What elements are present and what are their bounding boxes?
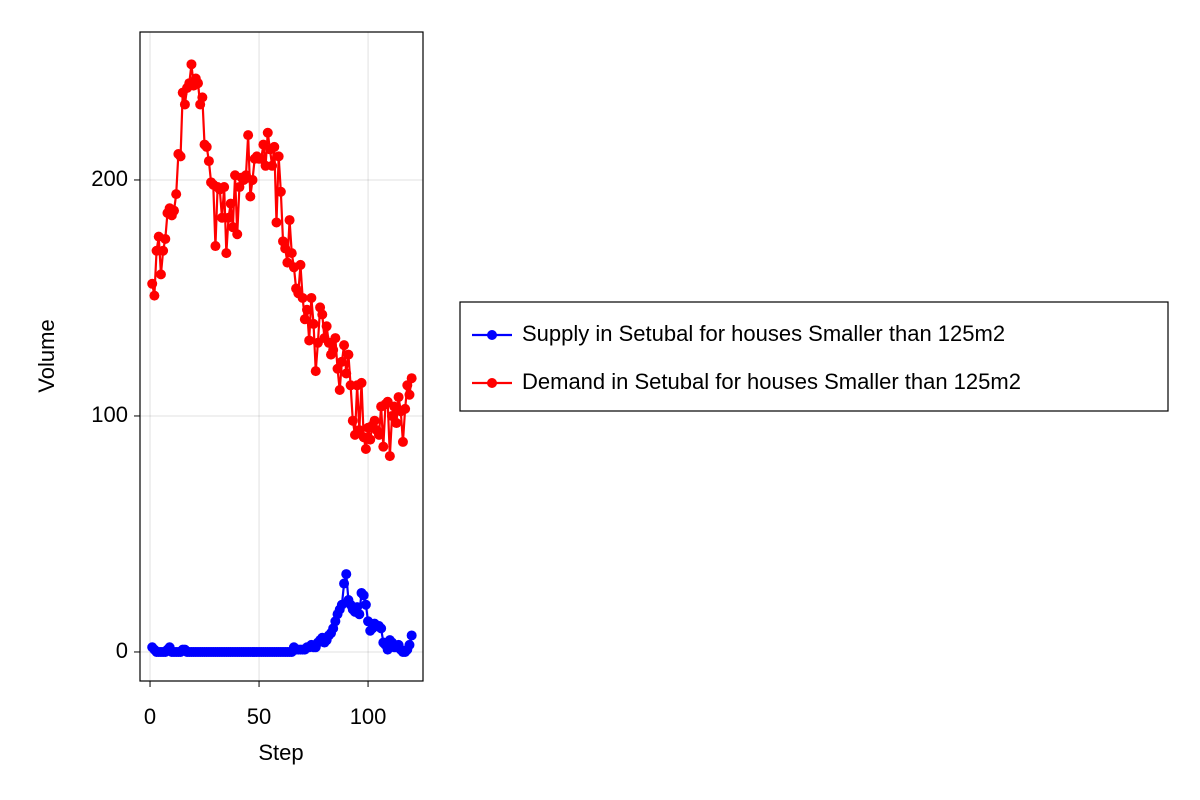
legend-box <box>459 301 1169 412</box>
point <box>360 599 371 610</box>
point <box>243 130 254 141</box>
point <box>328 344 339 355</box>
x-tick-label: 0 <box>144 704 156 729</box>
point <box>306 292 317 303</box>
point <box>269 141 280 152</box>
point <box>341 569 352 580</box>
point <box>393 392 404 403</box>
point <box>175 151 186 162</box>
point <box>321 321 332 332</box>
x-tick-label: 100 <box>350 704 387 729</box>
point <box>171 189 182 200</box>
point <box>271 217 282 228</box>
point <box>267 160 278 171</box>
point <box>221 248 232 259</box>
plot-frame <box>139 31 424 682</box>
point <box>192 78 203 89</box>
point <box>225 198 236 209</box>
point <box>406 373 417 384</box>
point <box>330 333 341 344</box>
point <box>219 182 230 193</box>
legend-marker <box>487 330 497 340</box>
point <box>358 590 369 601</box>
y-tick-label: 0 <box>116 638 128 663</box>
point <box>155 269 166 280</box>
point <box>336 356 347 367</box>
point <box>203 156 214 167</box>
series-line <box>151 573 413 654</box>
point <box>210 241 221 252</box>
point <box>391 418 402 429</box>
point <box>339 578 350 589</box>
y-tick-label: 200 <box>91 166 128 191</box>
series-line <box>151 64 413 457</box>
y-tick-label: 100 <box>91 402 128 427</box>
point <box>295 259 306 270</box>
point <box>406 630 417 641</box>
point <box>334 385 345 396</box>
point <box>232 229 243 240</box>
point <box>397 436 408 447</box>
point <box>378 441 389 452</box>
point <box>354 609 365 620</box>
point <box>169 205 180 216</box>
point <box>275 186 286 197</box>
point <box>304 335 315 346</box>
point <box>262 127 273 138</box>
point <box>158 245 169 256</box>
point <box>360 444 371 455</box>
y-axis-label: Volume <box>34 319 59 392</box>
legend-marker <box>487 378 497 388</box>
point <box>310 366 321 377</box>
point <box>273 151 284 162</box>
point <box>149 290 160 301</box>
point <box>343 349 354 360</box>
x-axis-label: Step <box>258 740 303 765</box>
point <box>308 318 319 329</box>
point <box>365 434 376 445</box>
point <box>341 368 352 379</box>
point <box>302 304 313 315</box>
point <box>160 233 171 244</box>
point <box>376 623 387 634</box>
point <box>179 99 190 110</box>
x-tick-label: 50 <box>247 704 271 729</box>
legend-label: Demand in Setubal for houses Smaller tha… <box>522 369 1021 394</box>
point <box>147 278 158 289</box>
point <box>400 403 411 414</box>
point <box>247 174 258 185</box>
point <box>186 59 197 70</box>
point <box>284 215 295 226</box>
point <box>339 340 350 351</box>
point <box>286 248 297 259</box>
point <box>299 314 310 325</box>
point <box>223 212 234 223</box>
point <box>347 415 358 426</box>
point <box>297 292 308 303</box>
point <box>369 415 380 426</box>
point <box>373 429 384 440</box>
point <box>317 309 328 320</box>
point <box>197 92 208 103</box>
point <box>356 377 367 388</box>
point <box>245 191 256 202</box>
point <box>404 389 415 400</box>
point <box>384 451 395 462</box>
point <box>201 141 212 152</box>
point <box>404 639 415 650</box>
legend-label: Supply in Setubal for houses Smaller tha… <box>522 321 1005 346</box>
